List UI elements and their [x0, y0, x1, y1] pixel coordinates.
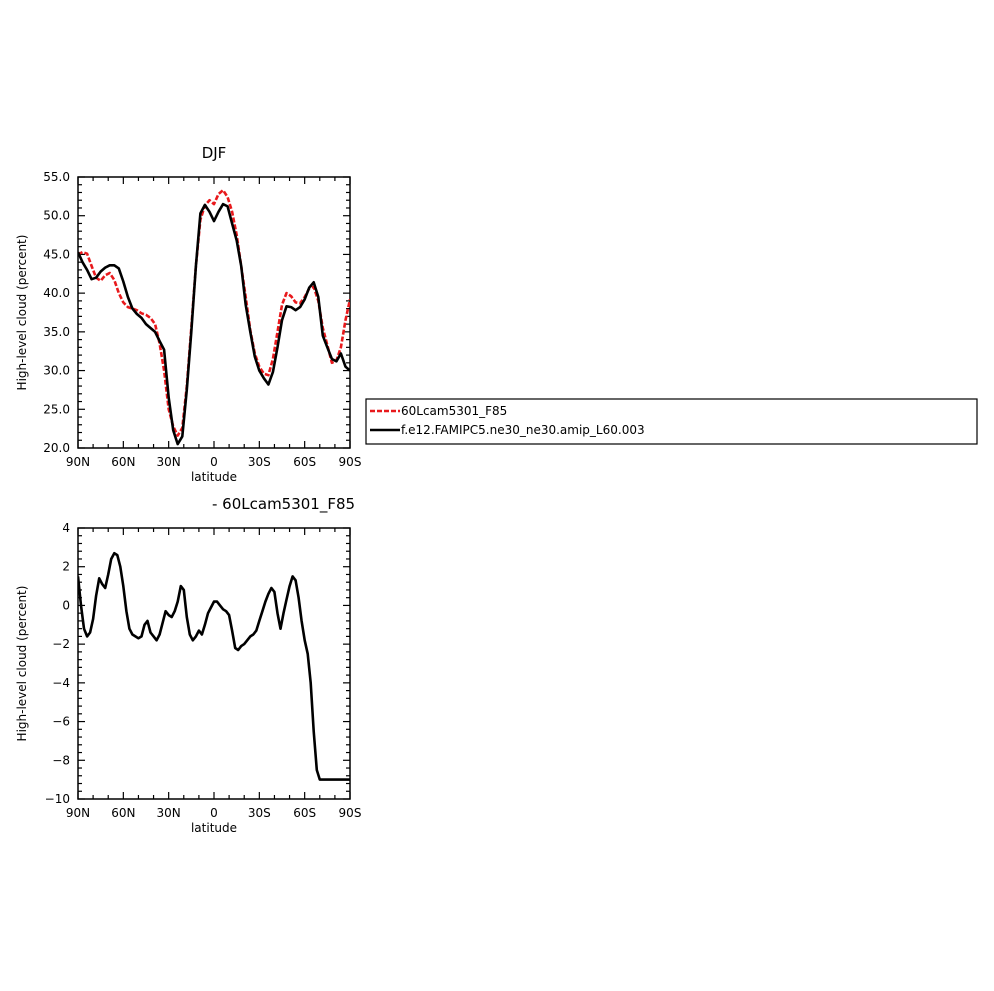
x-tick-label: 30N — [157, 806, 181, 820]
chart-title: DJF — [202, 144, 227, 162]
y-tick-label: −10 — [45, 792, 70, 806]
y-tick-label: 25.0 — [43, 402, 70, 416]
x-tick-label: 60N — [111, 455, 135, 469]
x-axis-title: latitude — [191, 821, 237, 835]
y-tick-label: 35.0 — [43, 325, 70, 339]
x-tick-label: 60S — [293, 455, 316, 469]
legend-box — [365, 398, 978, 445]
plot-frame — [77, 176, 351, 449]
x-tick-label: 30S — [248, 806, 271, 820]
x-tick-label: 0 — [210, 455, 218, 469]
series-line-1 — [78, 551, 350, 781]
chart-title: - 60Lcam5301_F85 — [212, 495, 355, 514]
y-tick-label: 0 — [62, 598, 70, 612]
y-tick-label: 50.0 — [43, 209, 70, 223]
y-tick-label: −2 — [52, 637, 70, 651]
y-tick-label: 2 — [62, 560, 70, 574]
y-tick-label: 20.0 — [43, 441, 70, 455]
y-tick-label: −4 — [52, 676, 70, 690]
x-tick-label: 90N — [66, 455, 90, 469]
x-tick-label: 30S — [248, 455, 271, 469]
x-tick-label: 60N — [111, 806, 135, 820]
y-tick-label: 45.0 — [43, 247, 70, 261]
series-line-1 — [78, 188, 350, 437]
x-tick-label: 90N — [66, 806, 90, 820]
legend-label: f.e12.FAMIPC5.ne30_ne30.amip_L60.003 — [401, 423, 645, 437]
y-axis-title: High-level cloud (percent) — [15, 586, 29, 742]
x-tick-label: 30N — [157, 455, 181, 469]
x-tick-label: 60S — [293, 806, 316, 820]
legend-label: 60Lcam5301_F85 — [401, 404, 507, 418]
series-line-2 — [78, 202, 350, 446]
x-tick-label: 0 — [210, 806, 218, 820]
x-axis-title: latitude — [191, 470, 237, 484]
bottom-plot: 90N 60N 30N 0 30S 60S 90S −10 −8 −6 −4 −2 0 2 4 latitud… — [15, 495, 361, 835]
y-tick-label: −8 — [52, 753, 70, 767]
legend: 60Lcam5301_F85 f.e12.FAMIPC5.ne30_ne30.am… — [365, 398, 978, 445]
y-axis-title: High-level cloud (percent) — [15, 235, 29, 391]
y-tick-label: 55.0 — [43, 170, 70, 184]
x-tick-label: 90S — [339, 806, 362, 820]
y-tick-label: −6 — [52, 715, 70, 729]
y-tick-label: 30.0 — [43, 364, 70, 378]
y-tick-label: 40.0 — [43, 286, 70, 300]
y-tick-label: 4 — [62, 521, 70, 535]
x-tick-label: 90S — [339, 455, 362, 469]
top-plot: 90N 60N 30N 0 30S 60S 90S 20.0 25.0 30.0 35.0 40.0 4… — [15, 144, 361, 484]
